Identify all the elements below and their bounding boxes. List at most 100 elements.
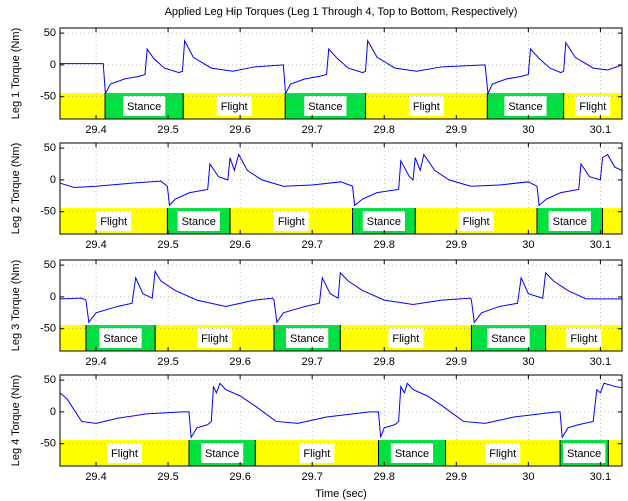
phase-label: Stance <box>508 101 542 113</box>
phase-label-box <box>566 328 602 348</box>
phase-label: Flight <box>489 448 516 460</box>
phase-label: Stance <box>103 333 137 345</box>
phase-label: Stance <box>127 101 161 113</box>
x-tick-label: 29.9 <box>446 356 467 368</box>
x-tick-label: 29.4 <box>85 239 106 251</box>
axes-box <box>59 27 623 120</box>
phase-label-box <box>99 328 142 348</box>
y-tick-label: 0 <box>50 406 56 418</box>
x-tick-label: 29.7 <box>301 124 322 136</box>
phase-label: Flight <box>570 333 597 345</box>
x-tick-label: 29.6 <box>229 239 250 251</box>
x-tick-label: 29.4 <box>85 356 106 368</box>
phase-label-box <box>458 211 494 231</box>
phase-label-box <box>487 328 530 348</box>
x-tick-label: 29.8 <box>374 124 395 136</box>
x-tick-label: 30 <box>522 356 534 368</box>
phase-band <box>60 325 86 351</box>
y-tick-label: 50 <box>44 27 56 39</box>
phase-label-box <box>200 443 244 463</box>
x-tick-label: 29.4 <box>85 471 106 483</box>
x-tick-label: 30 <box>522 124 534 136</box>
axes-box <box>59 259 623 352</box>
phase-label-box <box>286 328 329 348</box>
phase-label: Flight <box>392 333 419 345</box>
phase-label: Stance <box>491 333 525 345</box>
subplot: Flight Stance Flight Stance Flight Stance 29.4… <box>10 374 623 500</box>
x-tick-label: 29.4 <box>85 124 106 136</box>
x-tick-label: 29.9 <box>446 239 467 251</box>
y-tick-label: -50 <box>40 91 56 103</box>
subplot: Stance Flight Stance Flight Stance Flight 29.4… <box>10 6 623 136</box>
x-tick-label: 29.8 <box>374 239 395 251</box>
phase-label: Flight <box>303 448 330 460</box>
y-tick-label: 50 <box>44 259 56 271</box>
phase-label: Flight <box>111 448 138 460</box>
y-tick-label: 50 <box>44 142 56 154</box>
torque-line <box>60 153 622 207</box>
x-tick-label: 29.9 <box>446 471 467 483</box>
x-tick-label: 30.1 <box>590 239 611 251</box>
phase-band <box>60 93 106 119</box>
torque-line <box>60 382 622 439</box>
x-tick-label: 29.5 <box>157 239 178 251</box>
x-tick-label: 29.5 <box>157 471 178 483</box>
axes-box <box>59 374 623 467</box>
torque-line <box>60 38 622 96</box>
x-tick-label: 30 <box>522 471 534 483</box>
x-tick-label: 29.9 <box>446 124 467 136</box>
phase-label-box <box>216 96 252 116</box>
phase-label-box <box>299 443 335 463</box>
phase-label-box <box>485 443 521 463</box>
x-tick-label: 30.1 <box>590 124 611 136</box>
phase-label-box <box>362 211 405 231</box>
phase-label-box <box>563 443 606 463</box>
x-tick-label: 30 <box>522 239 534 251</box>
y-tick-label: 0 <box>50 59 56 71</box>
x-tick-label: 30.1 <box>590 356 611 368</box>
phase-label: Stance <box>553 216 587 228</box>
y-tick-label: 50 <box>44 374 56 386</box>
phase-label: Stance <box>567 448 601 460</box>
axes-box <box>59 142 623 235</box>
x-tick-label: 29.6 <box>229 124 250 136</box>
chart-title: Applied Leg Hip Torques (Leg 1 Through 4… <box>165 6 518 18</box>
phase-label-box <box>304 96 347 116</box>
y-tick-label: -50 <box>40 206 56 218</box>
phase-label: Flight <box>278 216 305 228</box>
phase-label: Stance <box>290 333 324 345</box>
x-tick-label: 29.8 <box>374 471 395 483</box>
phase-band <box>602 208 622 234</box>
phase-label: Flight <box>579 101 606 113</box>
phase-label-box <box>408 96 444 116</box>
subplot: Stance Flight Stance Flight Stance Flight 29.4… <box>10 259 623 368</box>
y-tick-label: -50 <box>40 438 56 450</box>
phase-label-box <box>122 96 166 116</box>
subplot: Flight Stance Flight Stance Flight Stance 29.4… <box>10 142 623 251</box>
x-tick-label: 29.7 <box>301 239 322 251</box>
phase-label-box <box>273 211 309 231</box>
phase-label-box <box>575 96 611 116</box>
phase-label: Flight <box>100 216 127 228</box>
phase-label-box <box>548 211 591 231</box>
x-tick-label: 29.5 <box>157 356 178 368</box>
x-axis-label: Time (sec) <box>315 488 367 500</box>
y-tick-label: -50 <box>40 323 56 335</box>
phase-label-box <box>390 443 434 463</box>
phase-label: Flight <box>463 216 490 228</box>
y-tick-label: 0 <box>50 291 56 303</box>
phase-label: Flight <box>413 101 440 113</box>
y-axis-label: Leg 4 Torque (Nm) <box>10 375 22 467</box>
phase-label-box <box>504 96 547 116</box>
phase-label: Stance <box>182 216 216 228</box>
phase-label-box <box>177 211 220 231</box>
phase-label: Stance <box>205 448 239 460</box>
x-tick-label: 30.1 <box>590 471 611 483</box>
y-axis-label: Leg 3 Torque (Nm) <box>10 260 22 352</box>
x-tick-label: 29.7 <box>301 356 322 368</box>
y-tick-label: 0 <box>50 174 56 186</box>
y-axis-label: Leg 2 Torque (Nm) <box>10 143 22 235</box>
phase-label-box <box>388 328 424 348</box>
